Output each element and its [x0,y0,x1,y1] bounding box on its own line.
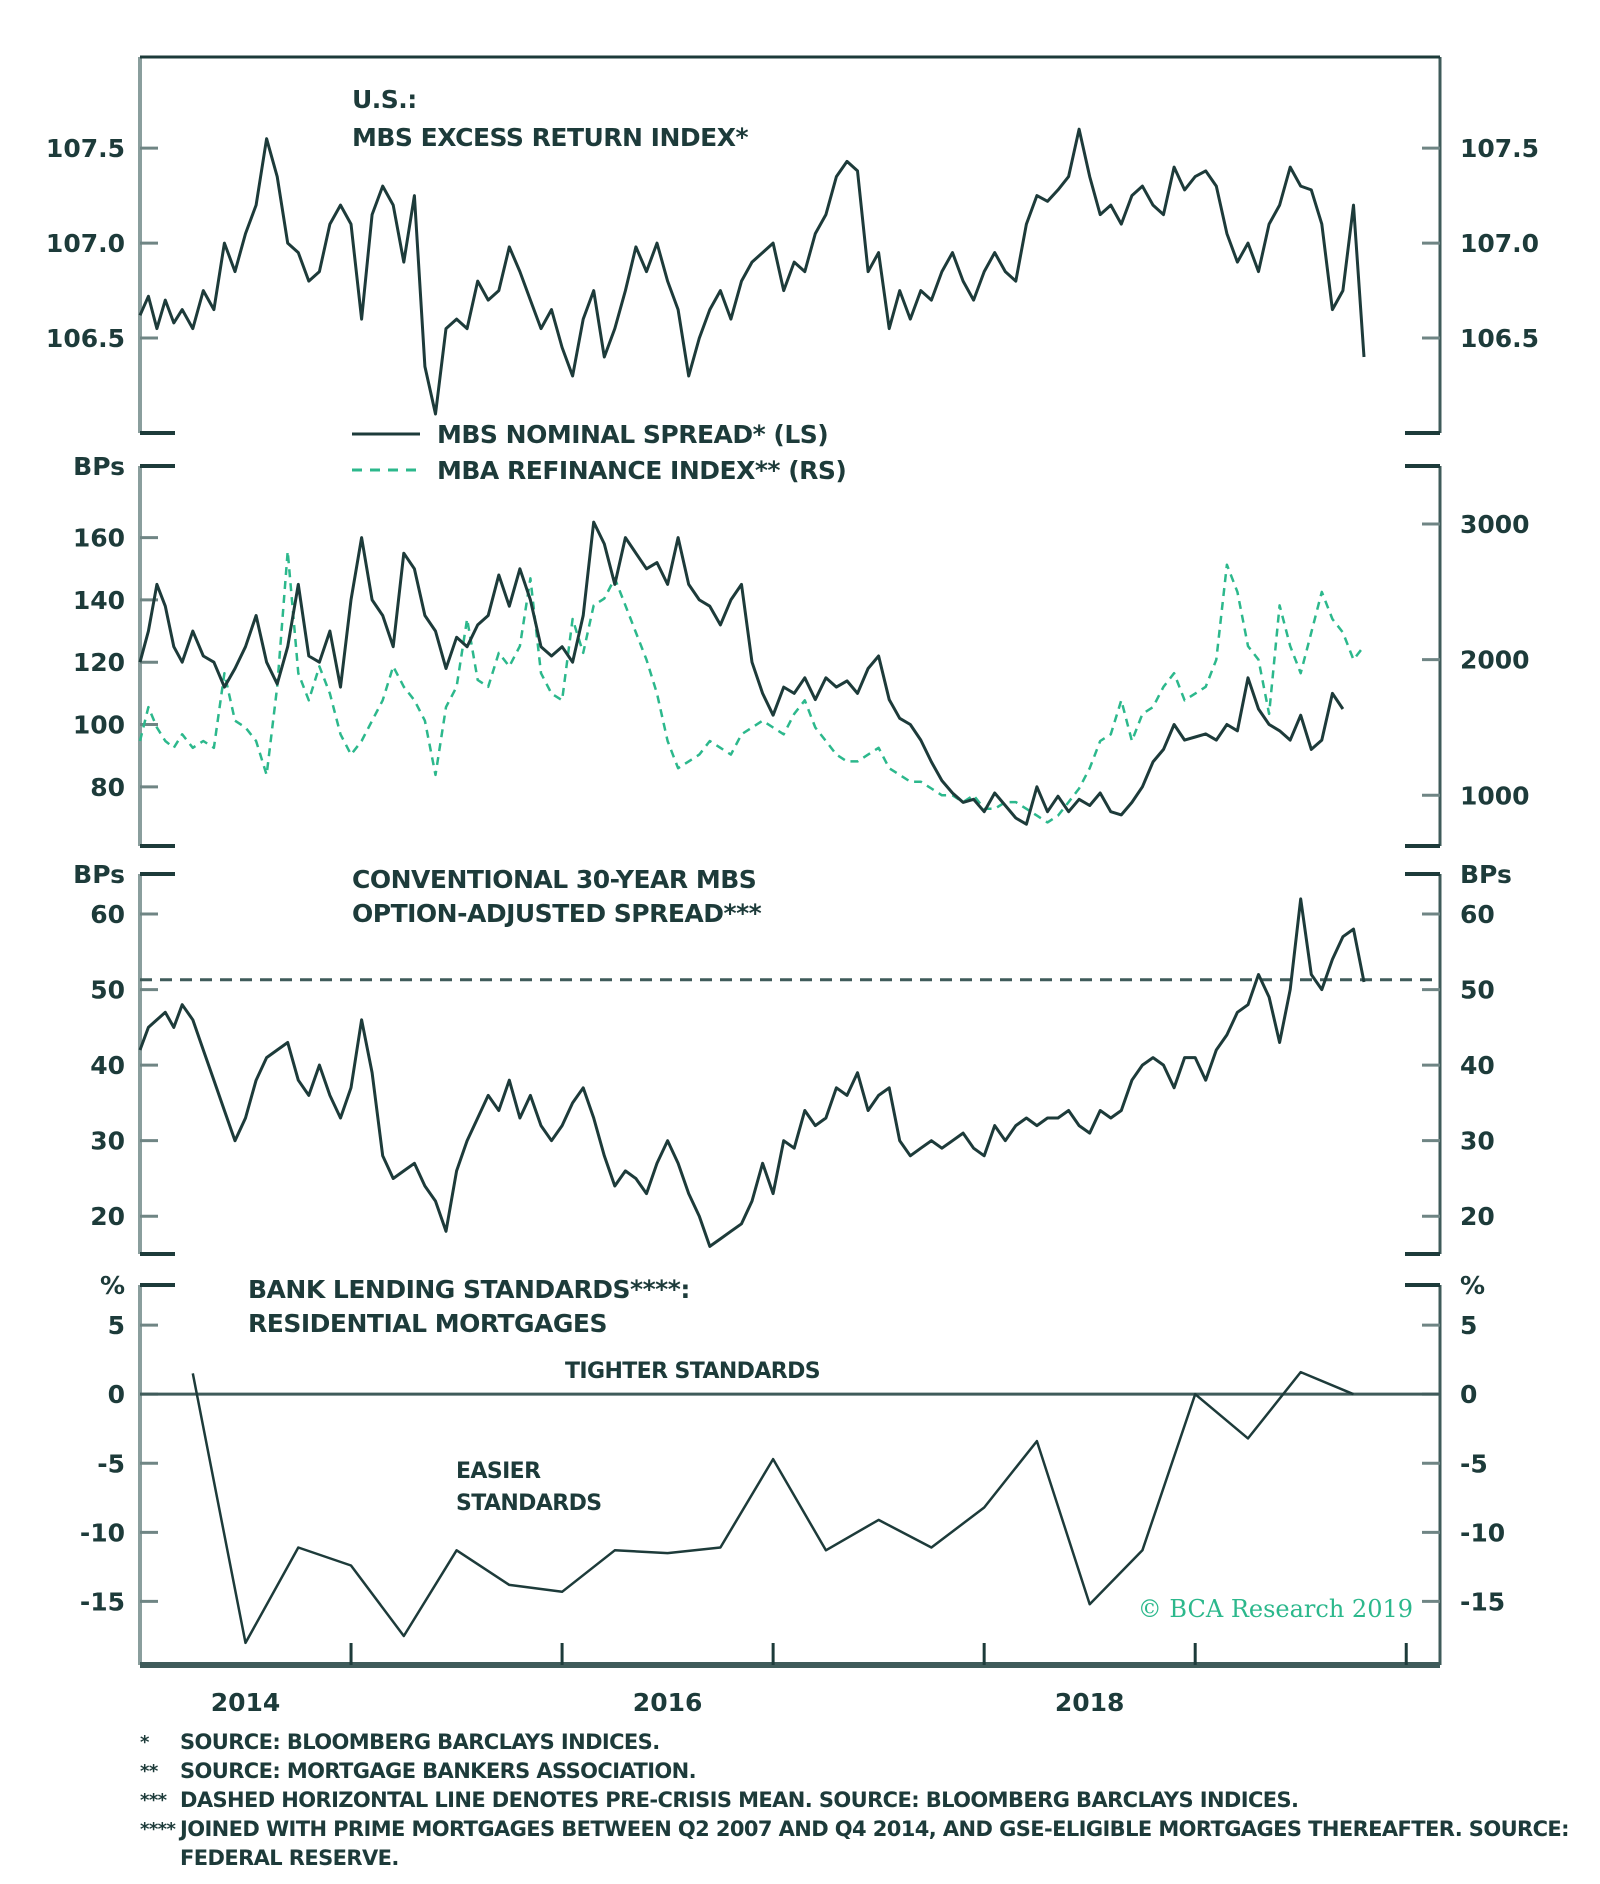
panel-spreads: 80 100 120 140 160 1000 2000 3000 BPs MBS NOMINAL… [73,420,1530,848]
panel-title-line: OPTION-ADJUSTED SPREAD*** [352,899,762,928]
annotation-easier-standards: EASIER [456,1459,541,1484]
y-axis-unit-label-left: % [100,1271,125,1300]
y-tick-label-right: 107.0 [1460,229,1539,258]
footnote-text: DASHED HORIZONTAL LINE DENOTES PRE-CRISI… [180,1788,1299,1812]
footnote-text: SOURCE: BLOOMBERG BARCLAYS INDICES. [180,1730,660,1754]
annotation-easier-standards: STANDARDS [456,1491,602,1516]
footnote: ** SOURCE: MORTGAGE BANKERS ASSOCIATION. [140,1757,1580,1786]
series-line-refinance-index [138,549,1365,824]
y-tick-label-right: 50 [1460,976,1495,1005]
x-tick-label: 2018 [1055,1688,1125,1717]
y-tick-label-right: 3000 [1460,510,1530,539]
y-tick-label-left: 160 [73,524,125,553]
y-axis-unit-label-right: BPs [1460,860,1512,889]
y-tick-label-right: 1000 [1460,781,1530,810]
y-tick-label-left: 50 [90,976,125,1005]
y-tick-label-left: 60 [90,900,125,929]
panel-title-line: CONVENTIONAL 30-YEAR MBS [352,865,756,894]
y-axis-unit-label-left: BPs [73,860,125,889]
footnote: *** DASHED HORIZONTAL LINE DENOTES PRE-C… [140,1786,1580,1815]
footnote-text: JOINED WITH PRIME MORTGAGES BETWEEN Q2 2… [180,1817,1570,1870]
footnote-text: SOURCE: MORTGAGE BANKERS ASSOCIATION. [180,1759,697,1783]
y-tick-label-left: 5 [108,1311,125,1340]
y-tick-label-right: 5 [1460,1311,1477,1340]
y-tick-label-right: 60 [1460,900,1495,929]
panel-lending-standards: 2014 2016 2018 -15 -10 -5 0 5 -15 -10 -5 0 5% % BANK L… [80,1271,1505,1717]
footnote: * SOURCE: BLOOMBERG BARCLAYS INDICES. [140,1728,1580,1757]
x-tick-label: 2014 [211,1688,281,1717]
y-tick-label-right: -15 [1460,1587,1505,1616]
legend-label: MBS NOMINAL SPREAD* (LS) [437,420,828,449]
y-tick-label-left: 100 [73,711,125,740]
chart: 106.5 107.0 107.5 106.5 107.0 107.5 U.S.: MBS E… [46,55,1539,1717]
footnote: **** JOINED WITH PRIME MORTGAGES BETWEEN… [140,1815,1580,1873]
y-axis-unit-label: BPs [73,452,125,481]
panel-title-line: RESIDENTIAL MORTGAGES [248,1309,607,1338]
footnote-mark: *** [140,1790,167,1811]
y-tick-label-left: -5 [97,1449,125,1478]
series-line-lending-standards [191,1370,1354,1645]
y-tick-label-right: 2000 [1460,646,1530,675]
y-tick-label-left: 20 [90,1202,125,1231]
x-tick-label: 2016 [633,1688,703,1717]
y-tick-label-left: 120 [73,648,125,677]
legend-label: MBA REFINANCE INDEX** (RS) [437,456,846,485]
panel-title-line: MBS EXCESS RETURN INDEX* [352,123,749,152]
y-tick-label-right: 30 [1460,1127,1495,1156]
footnotes: * SOURCE: BLOOMBERG BARCLAYS INDICES. **… [140,1728,1580,1873]
series-line-oas [138,897,1366,1248]
y-tick-label-left: -10 [80,1518,125,1547]
panel-excess-return: 106.5 107.0 107.5 106.5 107.0 107.5 U.S.: MBS E… [46,55,1539,435]
y-tick-label-right: 107.5 [1460,134,1539,163]
annotation-tighter-standards: TIGHTER STANDARDS [565,1359,820,1384]
y-tick-label-right: 0 [1460,1380,1477,1409]
y-tick-label-right: -10 [1460,1518,1505,1547]
y-tick-label-left: -15 [80,1587,125,1616]
footnote-mark: ** [140,1761,158,1782]
y-tick-label-left: 106.5 [46,324,125,353]
y-tick-label-left: 107.0 [46,229,125,258]
y-tick-label-right: 20 [1460,1202,1495,1231]
legend: MBS NOMINAL SPREAD* (LS) MBA REFINANCE IN… [352,420,847,485]
series-line-excess-return [138,127,1366,416]
y-tick-label-right: 40 [1460,1051,1495,1080]
y-tick-label-left: 107.5 [46,134,125,163]
chart-panels: 106.5 107.0 107.5 106.5 107.0 107.5 U.S.: MBS E… [46,55,1539,1717]
y-axis-unit-label-right: % [1460,1271,1485,1300]
y-tick-label-left: 80 [90,773,125,802]
y-tick-label-left: 40 [90,1051,125,1080]
y-tick-label-left: 0 [108,1380,125,1409]
y-tick-label-right: 106.5 [1460,324,1539,353]
footnote-mark: * [140,1732,149,1753]
series-line-nominal-spread [138,520,1345,826]
footnote-mark: **** [140,1819,176,1840]
y-tick-label-left: 140 [73,586,125,615]
y-tick-label-left: 30 [90,1127,125,1156]
copyright-label: © BCA Research 2019 [1138,1595,1413,1623]
y-tick-label-right: -5 [1460,1449,1488,1478]
panel-title-line: BANK LENDING STANDARDS****: [248,1275,690,1304]
panel-title-line: U.S.: [352,85,417,114]
panel-oas: 20 30 40 50 60 20 30 40 50 60 BPs BPs CONVENTIONAL 3… [73,860,1512,1256]
